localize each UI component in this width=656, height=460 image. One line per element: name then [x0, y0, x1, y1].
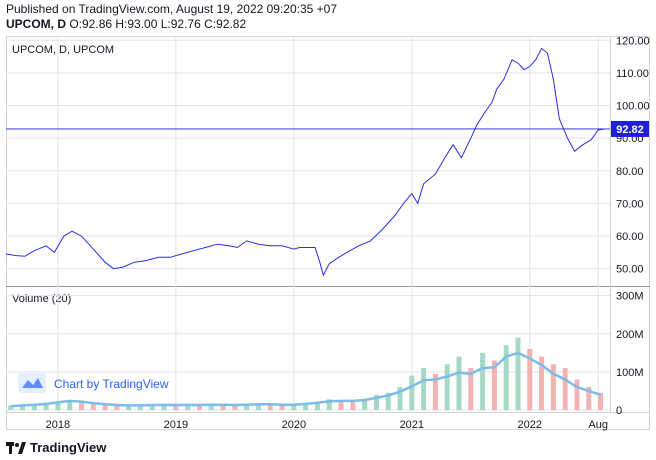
- volume-bar: [90, 403, 96, 410]
- volume-bar: [515, 337, 521, 410]
- volume-bar: [55, 401, 61, 410]
- volume-tick-label: 300M: [616, 291, 644, 303]
- volume-bar: [503, 345, 509, 410]
- watermark-badge: [18, 373, 46, 393]
- volume-ma-line: [10, 351, 601, 408]
- last-price-marker: 92.82: [6, 120, 649, 137]
- volume-bar: [208, 404, 214, 410]
- volume-axis-labels: 0 100M 200M 300M: [616, 291, 644, 417]
- volume-bar: [586, 387, 592, 410]
- time-tick-label: 2019: [164, 419, 188, 431]
- time-tick-label: 2020: [282, 419, 306, 431]
- volume-bar: [444, 364, 450, 410]
- volume-bar: [220, 404, 226, 410]
- volume-bar: [539, 356, 545, 410]
- volume-bar: [8, 405, 14, 410]
- volume-bar: [43, 403, 49, 410]
- price-line: [5, 47, 605, 277]
- time-tick-label: Aug: [588, 419, 608, 431]
- volume-bar: [102, 404, 108, 410]
- volume-bar: [79, 402, 84, 410]
- volume-bar: [550, 364, 556, 410]
- volume-bar: [161, 404, 167, 410]
- volume-bar: [185, 404, 191, 410]
- volume-bar: [232, 405, 238, 410]
- watermark: Chart by TradingView: [18, 373, 169, 393]
- volume-bar: [279, 404, 285, 410]
- volume-bar: [303, 403, 309, 410]
- last-price-badge: [611, 120, 649, 137]
- tradingview-watermark-icon: [22, 378, 43, 388]
- footer-brand-text: TradingView: [30, 440, 107, 455]
- price-tick-label: 120.00: [616, 35, 650, 47]
- volume-bar: [20, 404, 26, 410]
- volume-bar: [491, 360, 497, 410]
- watermark-text: Chart by TradingView: [54, 377, 169, 391]
- price-tick-label: 100.00: [616, 101, 650, 113]
- volume-bar: [397, 387, 403, 410]
- volume-bar: [326, 399, 332, 410]
- volume-ma: [10, 351, 601, 408]
- volume-bar: [385, 392, 391, 410]
- volume-bar: [468, 368, 474, 410]
- volume-bar: [196, 405, 202, 410]
- volume-bar: [244, 403, 250, 410]
- volume-bar: [31, 403, 37, 410]
- volume-bar: [126, 405, 132, 410]
- published-line: Published on TradingView.com, August 19,…: [6, 2, 338, 16]
- volume-bar: [173, 405, 179, 410]
- volume-bar: [562, 368, 568, 410]
- time-tick-label: 2022: [518, 419, 542, 431]
- price-tick-label: 60.00: [616, 231, 644, 243]
- price-tick-label: 50.00: [616, 264, 644, 276]
- ohlc-values: O:92.86 H:93.00 L:92.76 C:92.82: [69, 17, 247, 31]
- volume-bar: [409, 375, 415, 410]
- price-tick-label: 80.00: [616, 166, 644, 178]
- price-tick-label: 110.00: [616, 68, 649, 80]
- tradingview-logo-icon: [6, 441, 26, 454]
- volume-bar: [574, 379, 580, 410]
- chart-frame: [6, 36, 650, 430]
- volume-bar: [480, 352, 486, 410]
- volume-bar: [362, 398, 368, 410]
- volume-bar: [373, 394, 379, 410]
- ohlc-line: UPCOM, D O:92.86 H:93.00 L:92.76 C:92.82: [6, 17, 246, 31]
- volume-bar: [149, 405, 155, 410]
- volume-bar: [432, 373, 438, 410]
- volume-bar: [421, 368, 427, 410]
- volume-bar: [291, 404, 297, 410]
- time-tick-label: 2018: [46, 419, 70, 431]
- time-axis-labels: 2018 2019 2020 2021 2022 Aug: [46, 419, 608, 431]
- volume-bar: [314, 401, 320, 410]
- footer-brand[interactable]: TradingView: [6, 440, 106, 455]
- volume-tick-label: 200M: [616, 329, 644, 341]
- volume-bar: [267, 404, 273, 410]
- price-axis-labels: 50.0060.0070.0080.0090.00100.00110.00120…: [616, 35, 650, 275]
- volume-bars: [8, 337, 604, 410]
- volume-bar: [527, 349, 533, 410]
- volume-tick-label: 0: [616, 405, 622, 417]
- volume-tick-label: 100M: [616, 367, 644, 379]
- volume-bar: [114, 405, 120, 410]
- volume-bar: [338, 400, 344, 410]
- price-pane-title: UPCOM, D, UPCOM: [12, 44, 115, 56]
- volume-bar: [137, 405, 143, 410]
- price-tick-label: 70.00: [616, 198, 644, 210]
- last-price-label: 92.82: [616, 124, 644, 136]
- volume-bar: [350, 400, 356, 410]
- time-tick-label: 2021: [400, 419, 424, 431]
- price-series: [5, 47, 605, 277]
- volume-bar: [456, 356, 462, 410]
- volume-bar: [67, 400, 73, 410]
- volume-bar: [255, 403, 261, 410]
- volume-bar: [598, 392, 604, 410]
- symbol-label: UPCOM, D: [6, 17, 66, 31]
